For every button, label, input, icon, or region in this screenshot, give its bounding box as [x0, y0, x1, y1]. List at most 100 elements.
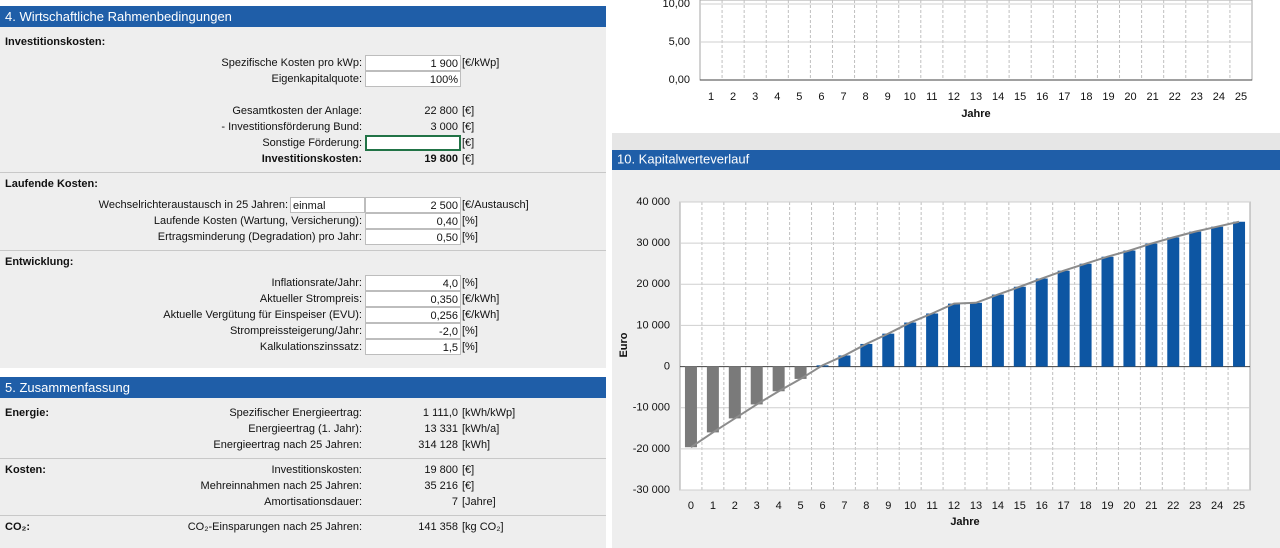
x-tick-label: 11	[926, 500, 937, 512]
row-label: Inflationsrate/Jahr:	[271, 277, 363, 289]
unit: [€/kWp]	[462, 57, 500, 69]
x-tick-label: 8	[863, 500, 869, 512]
x-tick-label: 8	[863, 91, 869, 103]
row-label: Mehreinnahmen nach 25 Jahren:	[200, 480, 362, 492]
y-tick-label: -10 000	[633, 402, 670, 414]
unit: [%]	[462, 215, 478, 227]
x-tick-label: 10	[904, 91, 916, 103]
x-tick-label: 1	[708, 91, 714, 103]
input-cell[interactable]: 0,50	[365, 229, 461, 245]
input-cell[interactable]: 1 900	[365, 55, 461, 71]
y-tick-label: 0,00	[669, 74, 690, 86]
bar	[991, 294, 1004, 367]
x-tick-label: 9	[885, 91, 891, 103]
x-tick-label: 14	[992, 91, 1004, 103]
x-tick-label: 12	[948, 500, 960, 512]
bar	[794, 366, 807, 379]
row-label: Spezifische Kosten pro kWp:	[221, 57, 362, 69]
input-cell[interactable]: 4,0	[365, 275, 461, 291]
row-label: Amortisationsdauer:	[264, 496, 362, 508]
trend-line	[690, 220, 1240, 449]
group-title: CO₂:	[5, 521, 31, 533]
x-tick-label: 6	[818, 91, 824, 103]
x-tick-label: 25	[1235, 91, 1247, 103]
x-tick-label: 20	[1123, 500, 1135, 512]
x-tick-label: 2	[732, 500, 738, 512]
bar	[860, 343, 873, 367]
y-axis-label: Euro	[618, 332, 630, 357]
bar	[1167, 237, 1180, 367]
plot-area	[679, 201, 1251, 491]
x-tick-label: 6	[819, 500, 825, 512]
row-label: Ertragsminderung (Degradation) pro Jahr:	[157, 231, 362, 243]
row-label: Strompreissteigerung/Jahr:	[229, 325, 362, 337]
bar	[1189, 231, 1202, 367]
bar	[904, 322, 917, 367]
x-tick-label: 14	[992, 500, 1004, 512]
row-label: CO₂-Einsparungen nach 25 Jahren:	[187, 521, 362, 533]
x-tick-label: 3	[754, 500, 760, 512]
input-cell[interactable]	[365, 135, 461, 151]
bar	[838, 355, 851, 367]
bar	[1013, 286, 1026, 367]
bar	[882, 333, 895, 367]
bar	[1079, 263, 1092, 367]
divider	[0, 172, 606, 173]
input-cell[interactable]: 100%	[365, 71, 461, 87]
input-cell[interactable]: 1,5	[365, 339, 461, 355]
value: 1 111,0	[422, 407, 458, 419]
y-tick-label: -30 000	[633, 484, 670, 496]
x-tick-label: 15	[1014, 91, 1026, 103]
bar	[948, 303, 961, 367]
x-tick-label: 22	[1167, 500, 1179, 512]
y-tick-label: 10,00	[662, 0, 690, 10]
unit: [kWh/a]	[462, 423, 500, 435]
group-title: Laufende Kosten:	[5, 178, 98, 190]
group-title: Entwicklung:	[5, 256, 74, 268]
x-tick-label: 5	[796, 91, 802, 103]
row-label: Gesamtkosten der Anlage:	[232, 105, 362, 117]
y-tick-label: -20 000	[633, 443, 670, 455]
input-cell[interactable]: 0,350	[365, 291, 461, 307]
bar	[969, 302, 982, 367]
input-cell[interactable]: 2 500	[365, 197, 461, 213]
unit: [%]	[462, 341, 478, 353]
x-tick-label: 16	[1036, 500, 1048, 512]
value: 35 216	[424, 480, 458, 492]
value: 141 358	[418, 521, 458, 533]
row-label: Aktuelle Vergütung für Einspeiser (EVU):	[163, 309, 362, 321]
input-cell[interactable]: 0,256	[365, 307, 461, 323]
unit: [€]	[462, 480, 475, 492]
x-tick-label: 13	[970, 91, 982, 103]
unit: [€/Austausch]	[462, 199, 529, 211]
x-tick-label: 9	[885, 500, 891, 512]
bar	[1211, 226, 1224, 367]
unit: [%]	[462, 277, 478, 289]
bar	[1035, 278, 1048, 367]
unit: [kWh]	[462, 439, 491, 451]
value: 7	[451, 496, 458, 508]
group-title: Kosten:	[5, 464, 46, 476]
value: 13 331	[424, 423, 458, 435]
x-tick-label: 17	[1058, 500, 1070, 512]
x-tick-label: 0	[688, 500, 694, 512]
x-tick-label: 20	[1124, 91, 1136, 103]
row-label: Investitionskosten:	[271, 464, 363, 476]
unit: [%]	[462, 231, 478, 243]
x-axis-label: Jahre	[961, 108, 990, 120]
section-panel	[0, 398, 606, 548]
x-tick-label: 22	[1169, 91, 1181, 103]
value: 22 800	[424, 105, 458, 117]
input-cell[interactable]: -2,0	[365, 323, 461, 339]
x-tick-label: 13	[970, 500, 982, 512]
chart-title: 10. Kapitalwerteverlauf	[617, 151, 750, 166]
dropdown[interactable]: einmal	[290, 197, 365, 213]
y-tick-label: 40 000	[636, 196, 670, 208]
row-label: Aktueller Strompreis:	[259, 293, 362, 305]
bar	[728, 366, 741, 419]
x-tick-label: 12	[948, 91, 960, 103]
row-label: Kalkulationszinssatz:	[259, 341, 362, 353]
bar	[1233, 221, 1246, 367]
bar	[772, 366, 785, 392]
input-cell[interactable]: 0,40	[365, 213, 461, 229]
